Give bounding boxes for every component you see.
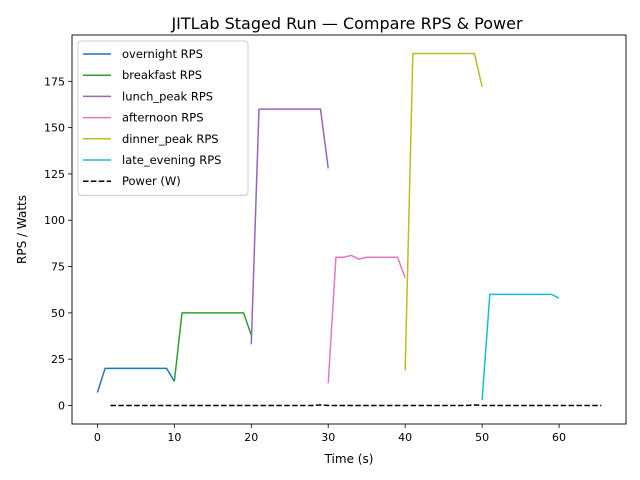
- series-line-lunch-peak-rps: [250, 108, 329, 345]
- x-tick-label: 10: [167, 431, 181, 444]
- plot-frame: [71, 34, 627, 425]
- y-tick-label: 100: [44, 214, 65, 227]
- y-tick-label: 50: [51, 307, 65, 320]
- x-tick-label: 20: [244, 431, 258, 444]
- y-tick-label: 175: [44, 75, 65, 88]
- x-axis-ticks: 0 10 20 30 40 50 60: [94, 424, 566, 444]
- y-tick-label: 150: [44, 122, 65, 135]
- y-tick-label: 25: [51, 353, 65, 366]
- legend-label: overnight RPS: [122, 47, 203, 61]
- legend-label: late_evening RPS: [122, 153, 222, 167]
- y-axis-label: RPS / Watts: [15, 195, 29, 264]
- legend-label: lunch_peak RPS: [122, 89, 213, 103]
- x-tick-label: 50: [475, 431, 489, 444]
- series-line-dinner-peak-rps: [404, 52, 483, 371]
- legend-label: dinner_peak RPS: [122, 132, 219, 146]
- series-line-breakfast-rps: [173, 312, 252, 382]
- x-tick-label: 40: [398, 431, 412, 444]
- legend: overnight RPS breakfast RPS lunch_peak RPS…: [77, 40, 249, 196]
- x-axis-label: Time (s): [324, 452, 374, 466]
- y-tick-label: 125: [44, 168, 65, 181]
- series-line-afternoon-rps: [327, 254, 406, 384]
- series-line-power-w: [110, 404, 602, 407]
- series-line-late-evening-rps: [481, 293, 560, 400]
- legend-label: breakfast RPS: [122, 68, 202, 82]
- x-tick-label: 30: [321, 431, 335, 444]
- series-line-overnight-rps: [96, 367, 175, 393]
- legend-label: afternoon RPS: [122, 111, 204, 125]
- x-tick-label: 60: [552, 431, 566, 444]
- x-tick-label: 0: [94, 431, 101, 444]
- legend-label: Power (W): [122, 174, 181, 188]
- y-tick-label: 75: [51, 261, 65, 274]
- series-lines: [96, 52, 602, 407]
- legend-box: [77, 40, 249, 196]
- y-axis-ticks: 0 25 50 75 100 125 150 175: [44, 75, 72, 412]
- y-tick-label: 0: [58, 399, 65, 412]
- chart-title: JITLab Staged Run — Compare RPS & Power: [170, 14, 523, 33]
